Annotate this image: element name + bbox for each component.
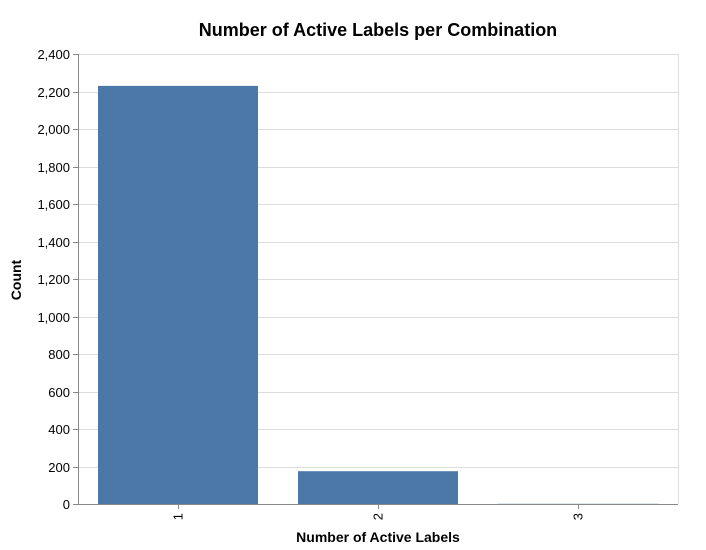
y-tick-label: 2,200 [37,85,70,100]
y-tick-label: 200 [48,460,70,475]
y-tick-label: 1,400 [37,235,70,250]
y-tick-label: 2,000 [37,122,70,137]
y-tick-label: 800 [48,347,70,362]
axes: 0 200 400 600 800 1,000 1,200 1,400 1,600 1,800 2,… [37,47,678,520]
bar-1 [98,85,258,505]
x-tick-label: 1 [171,513,186,520]
y-tick-label: 400 [48,422,70,437]
y-tick-label: 1,800 [37,160,70,175]
x-tick-label: 2 [371,513,386,520]
bars [98,85,658,505]
y-tick-label: 1,000 [37,310,70,325]
y-tick-label: 1,200 [37,272,70,287]
x-tick-label: 3 [571,513,586,520]
y-tick-label: 1,600 [37,197,70,212]
x-axis-title: Number of Active Labels [296,529,460,545]
y-tick-label: 2,400 [37,47,70,62]
bar-2 [298,471,458,504]
chart-title: Number of Active Labels per Combination [199,20,557,40]
y-axis-title: Count [8,259,24,300]
y-tick-label: 600 [48,385,70,400]
y-tick-label: 0 [63,497,70,512]
